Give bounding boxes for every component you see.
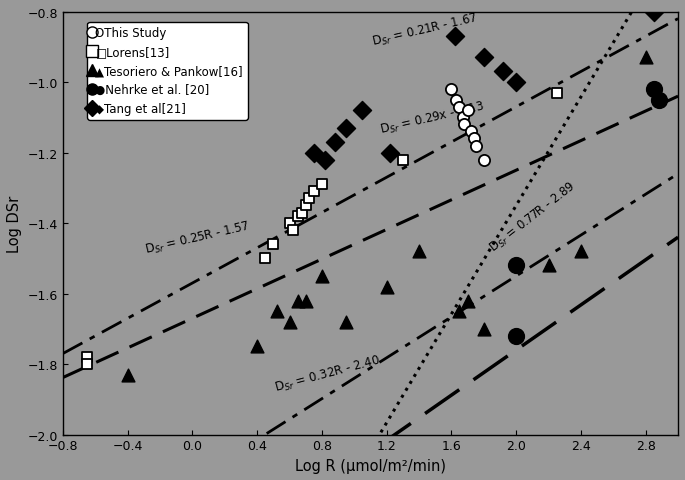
- Point: [449, 33, 460, 41]
- Point: [297, 209, 308, 217]
- Point: [284, 220, 295, 228]
- Legend: OThis Study, □Lorens[13], ▲Tesoriero & Pankow[16], ●Nehrke et al. [20], ◆Tang et: OThis Study, □Lorens[13], ▲Tesoriero & P…: [87, 23, 248, 120]
- Point: [648, 9, 659, 16]
- Point: [446, 86, 457, 94]
- Point: [478, 325, 489, 333]
- Point: [459, 121, 470, 129]
- Point: [458, 114, 469, 122]
- Point: [287, 227, 298, 235]
- Point: [498, 69, 509, 76]
- Point: [316, 181, 327, 189]
- Point: [653, 96, 664, 104]
- Point: [357, 107, 368, 115]
- Point: [284, 318, 295, 326]
- X-axis label: Log R (μmol/m²/min): Log R (μmol/m²/min): [295, 458, 446, 473]
- Point: [478, 54, 489, 62]
- Point: [320, 156, 331, 164]
- Point: [384, 149, 395, 157]
- Y-axis label: Log DSr: Log DSr: [7, 195, 22, 252]
- Point: [82, 353, 92, 361]
- Point: [397, 156, 408, 164]
- Point: [260, 255, 271, 263]
- Point: [511, 79, 522, 87]
- Text: D$_{Sr}$ = 0.21R - 1.67: D$_{Sr}$ = 0.21R - 1.67: [371, 11, 479, 50]
- Point: [454, 308, 465, 315]
- Point: [470, 143, 481, 150]
- Point: [292, 213, 303, 220]
- Point: [308, 149, 319, 157]
- Point: [340, 318, 351, 326]
- Point: [268, 241, 279, 249]
- Point: [316, 273, 327, 280]
- Point: [648, 86, 659, 94]
- Point: [271, 308, 282, 315]
- Point: [511, 332, 522, 340]
- Point: [82, 360, 92, 368]
- Point: [303, 195, 314, 203]
- Point: [465, 128, 476, 136]
- Point: [300, 202, 311, 210]
- Point: [381, 283, 392, 291]
- Point: [300, 297, 311, 305]
- Point: [308, 188, 319, 196]
- Point: [462, 107, 473, 115]
- Point: [478, 156, 489, 164]
- Point: [414, 248, 425, 256]
- Point: [451, 96, 462, 104]
- Point: [640, 54, 651, 62]
- Point: [292, 297, 303, 305]
- Point: [511, 262, 522, 270]
- Point: [543, 262, 554, 270]
- Point: [251, 343, 262, 350]
- Point: [575, 248, 586, 256]
- Point: [329, 139, 340, 146]
- Point: [122, 371, 133, 379]
- Point: [340, 125, 351, 132]
- Point: [551, 90, 562, 97]
- Text: D$_{Sr}$ = 0.32R - 2.40: D$_{Sr}$ = 0.32R - 2.40: [273, 352, 382, 395]
- Point: [469, 135, 479, 143]
- Point: [462, 297, 473, 305]
- Text: D$_{Sr}$ = 0.29x - 2.13: D$_{Sr}$ = 0.29x - 2.13: [379, 99, 486, 138]
- Text: D$_{Sr}$ = 0.77R - 2.89: D$_{Sr}$ = 0.77R - 2.89: [487, 180, 580, 256]
- Text: D$_{Sr}$ = 0.25R - 1.57: D$_{Sr}$ = 0.25R - 1.57: [144, 219, 251, 258]
- Point: [454, 104, 465, 111]
